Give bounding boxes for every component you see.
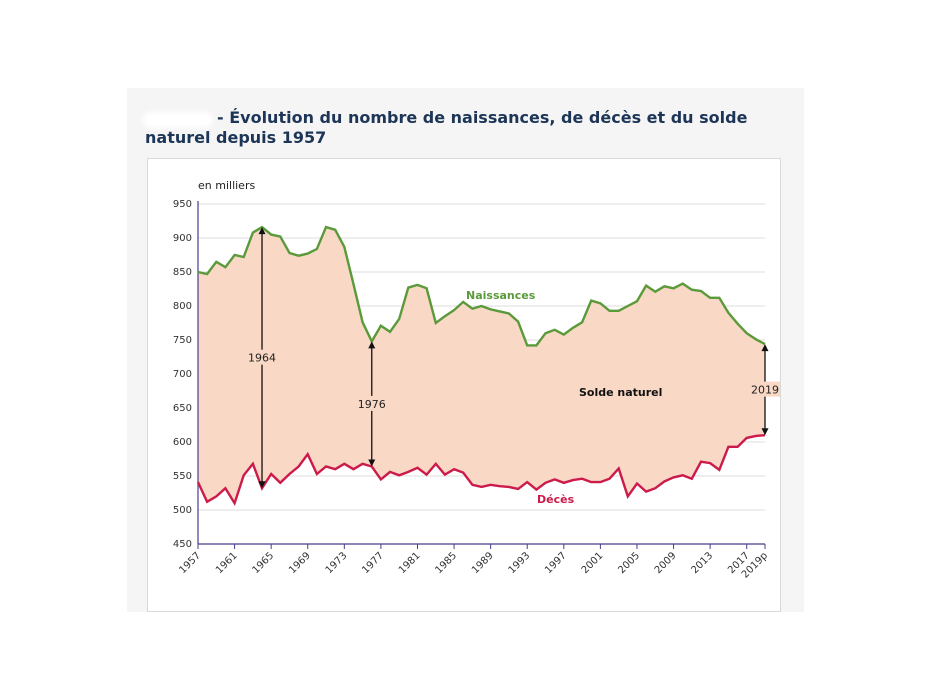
y-tick-label: 950 [173,199,192,210]
series-label-deces: Décès [537,493,575,506]
x-tick-label: 2001 [580,550,606,576]
x-tick-label: 1989 [470,550,496,576]
annotation-label-bg [355,395,388,411]
annotation-1976: 1976 [355,341,388,467]
x-tick-label: 2009 [653,550,679,576]
x-tick-label: 1985 [433,550,459,576]
y-tick-label: 600 [173,437,192,448]
arrowhead-up [258,227,266,235]
arrowhead-up [368,341,376,349]
x-tick-label: 1957 [177,550,203,576]
chart-title: - Évolution du nombre de naissances, de … [145,108,748,147]
y-tick-label: 900 [173,233,192,244]
x-tick-label: 1993 [507,550,533,576]
area-label-solde-naturel: Solde naturel [579,386,662,399]
arrowhead-down [761,428,769,436]
y-tick-label: 700 [173,369,192,380]
series-label-naissances: Naissances [466,289,536,302]
x-tick-label: 1977 [360,550,386,576]
x-tick-label: 1965 [251,550,277,576]
series-line-naissances [197,225,766,347]
arrowhead-up [761,344,769,352]
unit-label: en milliers [198,179,255,192]
series-line-deces [196,434,766,507]
x-tick-label: 2005 [616,550,642,576]
arrowhead-down [258,481,266,489]
solde-naturel-area [198,227,765,504]
y-tick-label: 800 [173,301,192,312]
annotations-layer: 1964 1976 2019 [246,227,780,489]
y-tick-label: 500 [173,505,192,516]
annotation-2019: 2019 [749,344,780,436]
redacted-figure-number [143,112,213,128]
annotation-label-bg [749,381,780,397]
arrowhead-down [368,459,376,467]
x-tick-label: 1997 [543,550,569,576]
y-tick-label: 650 [173,403,192,414]
x-tick-label: 1969 [287,550,313,576]
annotation-label: 1976 [358,398,386,411]
x-tick-label: 1961 [214,550,240,576]
x-tick-label: 2013 [689,550,715,576]
chart-frame: 450 500 550 600 650 700 750 800 850 900 950 1957 196… [147,158,781,612]
y-tick-label: 850 [173,267,192,278]
y-tick-label: 450 [173,539,192,550]
line-chart: 450 500 550 600 650 700 750 800 850 900 950 1957 196… [173,179,780,581]
annotation-label-bg [246,349,279,365]
annotation-1964: 1964 [246,227,279,489]
y-tick-label: 550 [173,471,192,482]
annotation-label: 1964 [248,352,276,365]
annotation-label: 2019 [751,384,779,397]
y-tick-label: 750 [173,335,192,346]
x-tick-label: 1981 [397,550,423,576]
x-tick-label: 1973 [324,550,350,576]
